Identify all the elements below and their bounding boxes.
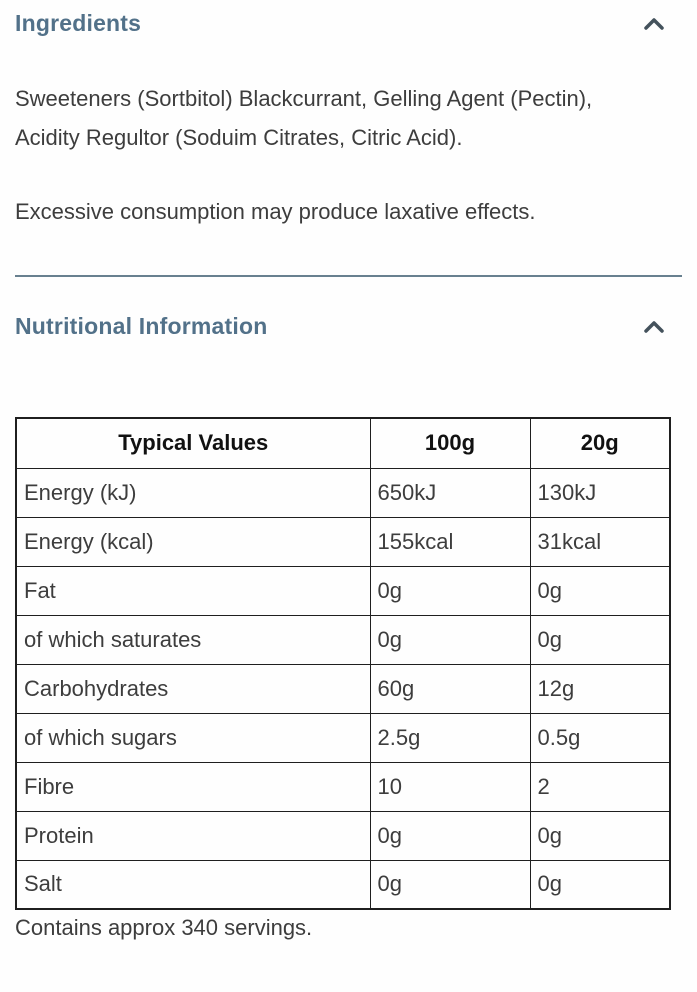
value-per-20g: 0g [529, 614, 671, 665]
servings-note: Contains approx 340 servings. [15, 915, 313, 940]
table-row: Protein 0g 0g [15, 810, 671, 861]
ingredients-text: Sweeteners (Sortbitol) Blackcurrant, Gel… [15, 86, 593, 150]
table-header-row: Typical Values 100g 20g [15, 417, 671, 469]
table-row: Carbohydrates 60g 12g [15, 663, 671, 714]
nutrient-label: of which saturates [15, 614, 371, 665]
section-divider [15, 275, 682, 277]
value-per-20g: 130kJ [529, 467, 671, 518]
column-header-20g: 20g [529, 417, 671, 469]
value-per-100g: 0g [369, 859, 531, 910]
value-per-100g: 650kJ [369, 467, 531, 518]
value-per-20g: 0g [529, 810, 671, 861]
value-per-20g: 12g [529, 663, 671, 714]
column-header-100g: 100g [369, 417, 531, 469]
column-header-typical-values: Typical Values [15, 417, 371, 469]
accordion-header-ingredients[interactable]: Ingredients [15, 10, 682, 37]
section-title-ingredients: Ingredients [15, 10, 142, 36]
nutrient-label: Energy (kcal) [15, 516, 371, 567]
table-row: Energy (kJ) 650kJ 130kJ [15, 467, 671, 518]
table-row: Energy (kcal) 155kcal 31kcal [15, 516, 671, 567]
table-row: Salt 0g 0g [15, 859, 671, 910]
nutrient-label: Fat [15, 565, 371, 616]
table-row: of which saturates 0g 0g [15, 614, 671, 665]
value-per-100g: 0g [369, 565, 531, 616]
value-per-20g: 0g [529, 565, 671, 616]
section-title-nutrition: Nutritional Information [15, 313, 268, 339]
value-per-20g: 31kcal [529, 516, 671, 567]
value-per-20g: 0.5g [529, 712, 671, 763]
nutrient-label: Carbohydrates [15, 663, 371, 714]
value-per-100g: 155kcal [369, 516, 531, 567]
nutrient-label: of which sugars [15, 712, 371, 763]
table-row: Fat 0g 0g [15, 565, 671, 616]
accordion-header-nutrition[interactable]: Nutritional Information [15, 313, 682, 340]
nutrient-label: Fibre [15, 761, 371, 812]
value-per-100g: 10 [369, 761, 531, 812]
nutrient-label: Protein [15, 810, 371, 861]
nutrition-table: Typical Values 100g 20g Energy (kJ) 650k… [15, 417, 671, 910]
table-row: Fibre 10 2 [15, 761, 671, 812]
nutrient-label: Energy (kJ) [15, 467, 371, 518]
chevron-up-icon[interactable] [644, 17, 664, 31]
value-per-100g: 60g [369, 663, 531, 714]
value-per-100g: 0g [369, 614, 531, 665]
nutrient-label: Salt [15, 859, 371, 910]
value-per-100g: 0g [369, 810, 531, 861]
value-per-20g: 2 [529, 761, 671, 812]
value-per-20g: 0g [529, 859, 671, 910]
chevron-up-icon[interactable] [644, 320, 664, 334]
ingredients-warning-text: Excessive consumption may produce laxati… [15, 199, 536, 224]
value-per-100g: 2.5g [369, 712, 531, 763]
table-row: of which sugars 2.5g 0.5g [15, 712, 671, 763]
